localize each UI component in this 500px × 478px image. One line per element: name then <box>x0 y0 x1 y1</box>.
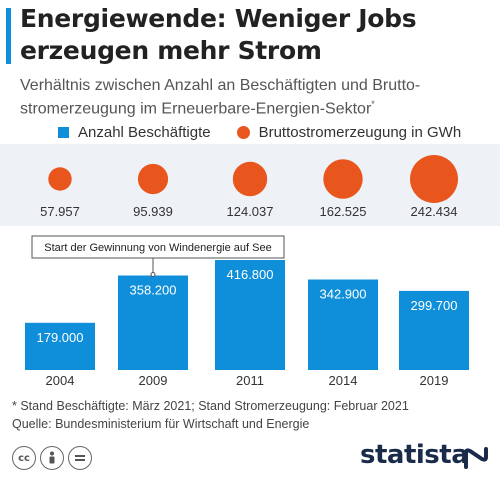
x-axis-tick-label: 2004 <box>46 373 75 388</box>
employees-value-label: 342.900 <box>320 287 367 302</box>
generation-bubble <box>232 161 268 197</box>
legend: Anzahl Beschäftigte Bruttostromerzeugung… <box>58 124 487 141</box>
employees-bar <box>215 260 285 370</box>
generation-value-label: 95.939 <box>133 204 173 219</box>
generation-bubble <box>137 163 169 195</box>
legend-label-employees: Anzahl Beschäftigte <box>78 124 211 141</box>
x-axis-tick-label: 2009 <box>139 373 168 388</box>
footnote: * Stand Beschäftigte: März 2021; Stand S… <box>12 397 409 433</box>
statista-logo-icon <box>464 447 488 469</box>
chart-area: 57.957 179.000 2004 95.939 358.200 2009 124.03… <box>25 155 469 388</box>
cc-icon[interactable]: cc <box>12 446 36 470</box>
employees-value-label: 358.200 <box>130 283 177 298</box>
subtitle-footnote-mark: * <box>371 99 375 109</box>
annotation-box <box>31 235 285 259</box>
license-icons: cc <box>12 446 96 470</box>
employees-bar <box>399 290 469 370</box>
generation-value-label: 162.525 <box>320 204 367 219</box>
employees-bar <box>308 279 378 370</box>
legend-item-employees: Anzahl Beschäftigte <box>58 124 211 141</box>
generation-bubble <box>48 167 72 191</box>
generation-bubble <box>410 155 458 203</box>
nd-icon[interactable] <box>68 446 92 470</box>
footnote-source: Quelle: Bundesministerium für Wirtschaft… <box>12 417 310 431</box>
generation-value-label: 124.037 <box>227 204 274 219</box>
legend-circle-icon <box>236 126 250 139</box>
employees-bar <box>25 322 95 370</box>
subtitle-text: Verhältnis zwischen Anzahl an Beschäftig… <box>20 77 421 118</box>
title-accent-bar <box>6 8 11 64</box>
x-axis-tick-label: 2014 <box>329 373 358 388</box>
x-axis-tick-label: 2019 <box>420 373 449 388</box>
chart-title: Energiewende: Weniger Jobs erzeugen mehr… <box>20 4 417 65</box>
generation-bubble <box>323 159 363 199</box>
employees-value-label: 299.700 <box>411 298 458 313</box>
by-icon[interactable] <box>40 446 64 470</box>
legend-square-icon <box>58 127 69 138</box>
x-axis-tick-label: 2011 <box>236 373 264 388</box>
legend-label-generation: Bruttostromerzeugung in GWh <box>258 124 462 141</box>
annotation-text: Start der Gewinnung von Windenergie auf … <box>44 242 271 254</box>
employees-value-label: 416.800 <box>227 267 274 282</box>
legend-item-generation: Bruttostromerzeugung in GWh <box>236 124 462 141</box>
employees-value-label: 179.000 <box>37 330 84 345</box>
chart-subtitle: Verhältnis zwischen Anzahl an Beschäftig… <box>20 76 490 118</box>
annotation-anchor-dot <box>150 271 156 277</box>
generation-value-label: 242.434 <box>411 204 458 219</box>
footnote-status: * Stand Beschäftigte: März 2021; Stand S… <box>12 399 409 413</box>
employees-bar <box>118 275 188 370</box>
statista-logo[interactable]: statista <box>360 440 469 470</box>
generation-value-label: 57.957 <box>40 204 80 219</box>
